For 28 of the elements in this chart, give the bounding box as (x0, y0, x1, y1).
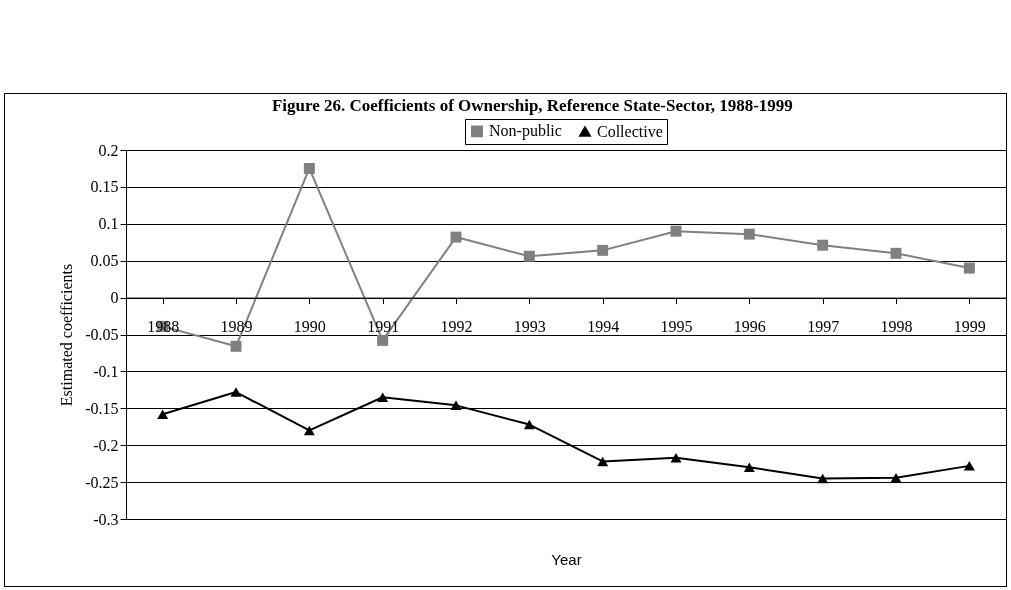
y-tick-label: 0 (110, 289, 119, 307)
x-tick-label: 1989 (220, 318, 253, 336)
x-tick-label: 1999 (953, 318, 986, 336)
x-tick-label: 1995 (660, 318, 693, 336)
x-tick-label: 1997 (807, 318, 840, 336)
x-tick-label: 1988 (147, 318, 180, 336)
x-tick-label: 1993 (513, 318, 546, 336)
y-tick-label: 0.05 (90, 252, 119, 270)
y-tick-label: 0.2 (98, 141, 119, 159)
x-tick-label: 1998 (880, 318, 913, 336)
y-tick-label: -0.2 (93, 436, 119, 454)
legend-label: Collective (597, 122, 663, 140)
y-tick-label: 0.15 (90, 178, 119, 196)
y-tick-label: -0.3 (93, 510, 119, 528)
x-tick-label: 1992 (440, 318, 473, 336)
x-tick-label: 1990 (293, 318, 326, 336)
x-tick-label: 1994 (587, 318, 620, 336)
y-tick-label: -0.1 (93, 362, 119, 380)
y-tick-label: -0.25 (85, 473, 119, 491)
y-axis-title: Estimated coefficients (58, 263, 76, 407)
x-tick-label: 1996 (733, 318, 766, 336)
chart-title: Figure 26. Coefficients of Ownership, Reference State-Sector, 1988-1999 (271, 95, 793, 115)
y-tick-label: -0.15 (85, 399, 119, 417)
y-tick-label: 0.1 (98, 215, 119, 233)
x-tick-label: 1991 (367, 318, 400, 336)
legend-label: Non-public (489, 122, 562, 141)
x-axis-title: Year (551, 550, 582, 568)
y-tick-label: -0.05 (85, 326, 119, 343)
